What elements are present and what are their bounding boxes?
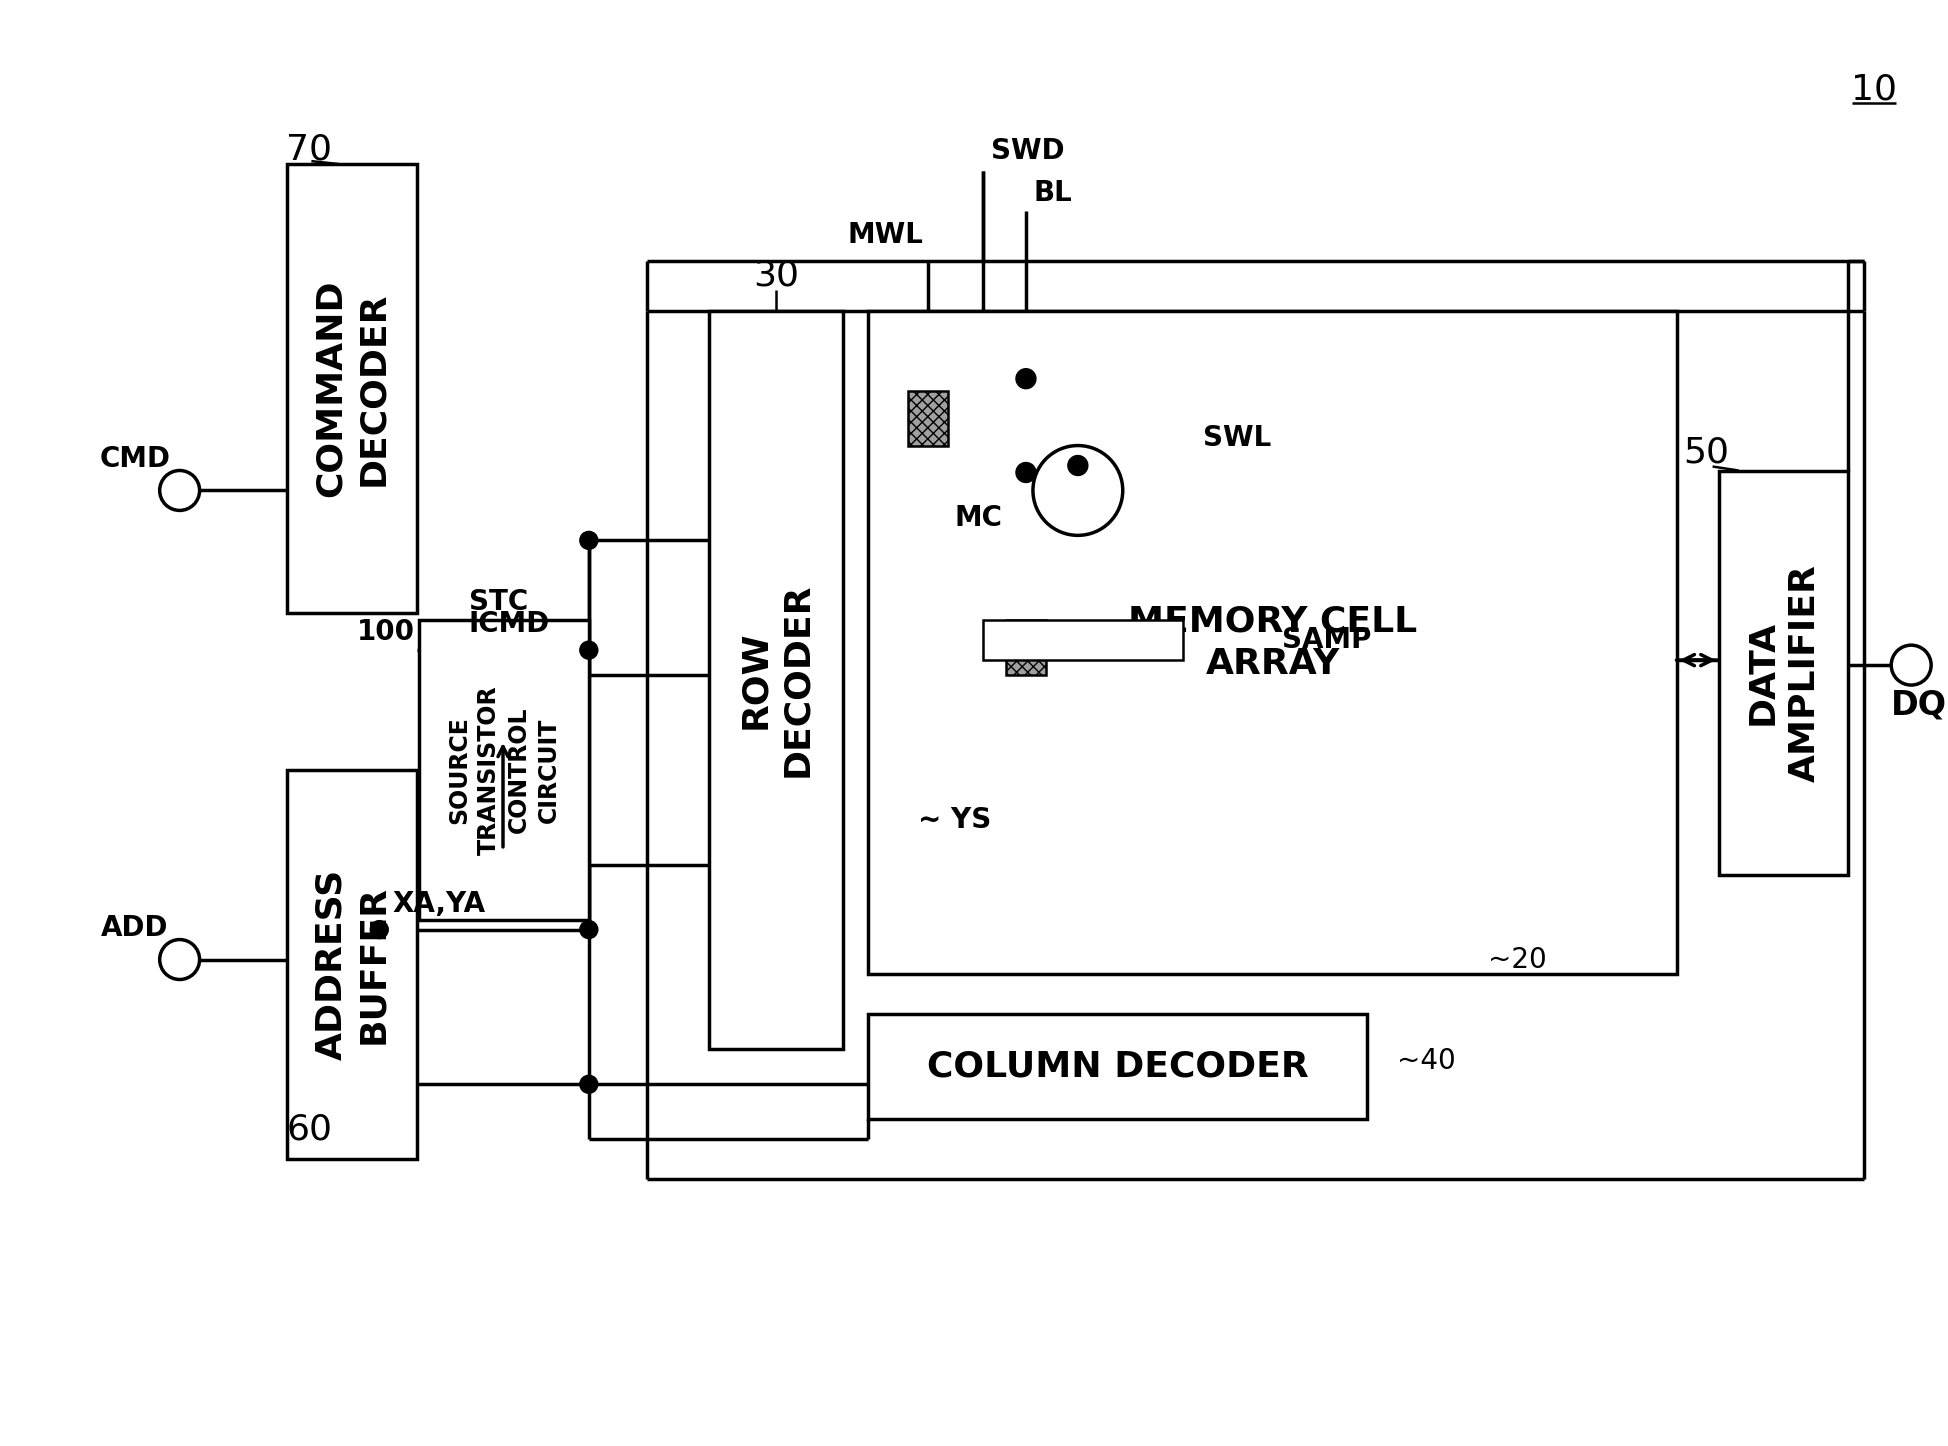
Text: 50: 50 bbox=[1683, 435, 1730, 470]
Circle shape bbox=[1068, 455, 1087, 476]
Text: SWL: SWL bbox=[1204, 424, 1272, 451]
Text: MC: MC bbox=[955, 505, 1001, 532]
Text: SAMP: SAMP bbox=[1282, 626, 1371, 654]
Circle shape bbox=[581, 1076, 598, 1093]
Text: SWD: SWD bbox=[992, 137, 1066, 165]
Circle shape bbox=[1892, 645, 1930, 685]
Bar bbox=[1005, 620, 1046, 675]
Bar bbox=[908, 390, 949, 445]
Text: ADD: ADD bbox=[101, 914, 168, 941]
Text: 30: 30 bbox=[754, 259, 799, 294]
Bar bbox=[869, 1015, 1367, 1119]
Circle shape bbox=[1017, 369, 1036, 389]
Bar bbox=[984, 620, 1182, 661]
Text: ~40: ~40 bbox=[1397, 1047, 1455, 1076]
Bar bbox=[288, 163, 417, 613]
Circle shape bbox=[1032, 445, 1122, 535]
Text: ADDRESS
BUFFER: ADDRESS BUFFER bbox=[314, 869, 390, 1060]
Bar bbox=[419, 620, 588, 920]
Text: MWL: MWL bbox=[847, 221, 923, 249]
Bar bbox=[288, 769, 417, 1160]
Circle shape bbox=[160, 940, 199, 979]
Text: ~20: ~20 bbox=[1488, 946, 1547, 973]
Text: DATA
AMPLIFIER: DATA AMPLIFIER bbox=[1745, 564, 1821, 781]
Text: 100: 100 bbox=[356, 619, 415, 646]
Circle shape bbox=[581, 921, 598, 938]
Text: STC: STC bbox=[469, 589, 528, 616]
Text: MEMORY CELL
ARRAY: MEMORY CELL ARRAY bbox=[1128, 604, 1416, 681]
Circle shape bbox=[1017, 463, 1036, 483]
Text: XA,YA: XA,YA bbox=[393, 889, 485, 918]
Text: SOURCE
TRANSISTOR
CONTROL
CIRCUIT: SOURCE TRANSISTOR CONTROL CIRCUIT bbox=[448, 685, 561, 855]
Circle shape bbox=[581, 531, 598, 549]
Bar bbox=[869, 311, 1677, 975]
Text: ICMD: ICMD bbox=[468, 610, 549, 638]
Text: ROW
DECODER: ROW DECODER bbox=[738, 583, 814, 778]
Text: 60: 60 bbox=[286, 1112, 333, 1147]
Bar bbox=[709, 311, 843, 1050]
Text: CMD: CMD bbox=[99, 444, 169, 473]
Circle shape bbox=[370, 921, 388, 938]
Bar bbox=[1718, 470, 1849, 875]
Circle shape bbox=[160, 470, 199, 510]
Circle shape bbox=[581, 641, 598, 659]
Text: COMMAND
DECODER: COMMAND DECODER bbox=[314, 281, 390, 497]
Text: COLUMN DECODER: COLUMN DECODER bbox=[927, 1050, 1309, 1084]
Text: BL: BL bbox=[1034, 179, 1073, 207]
Text: DQ: DQ bbox=[1892, 688, 1948, 722]
Text: 70: 70 bbox=[286, 132, 333, 166]
Text: ~ YS: ~ YS bbox=[918, 805, 992, 834]
Text: 10: 10 bbox=[1851, 72, 1897, 106]
